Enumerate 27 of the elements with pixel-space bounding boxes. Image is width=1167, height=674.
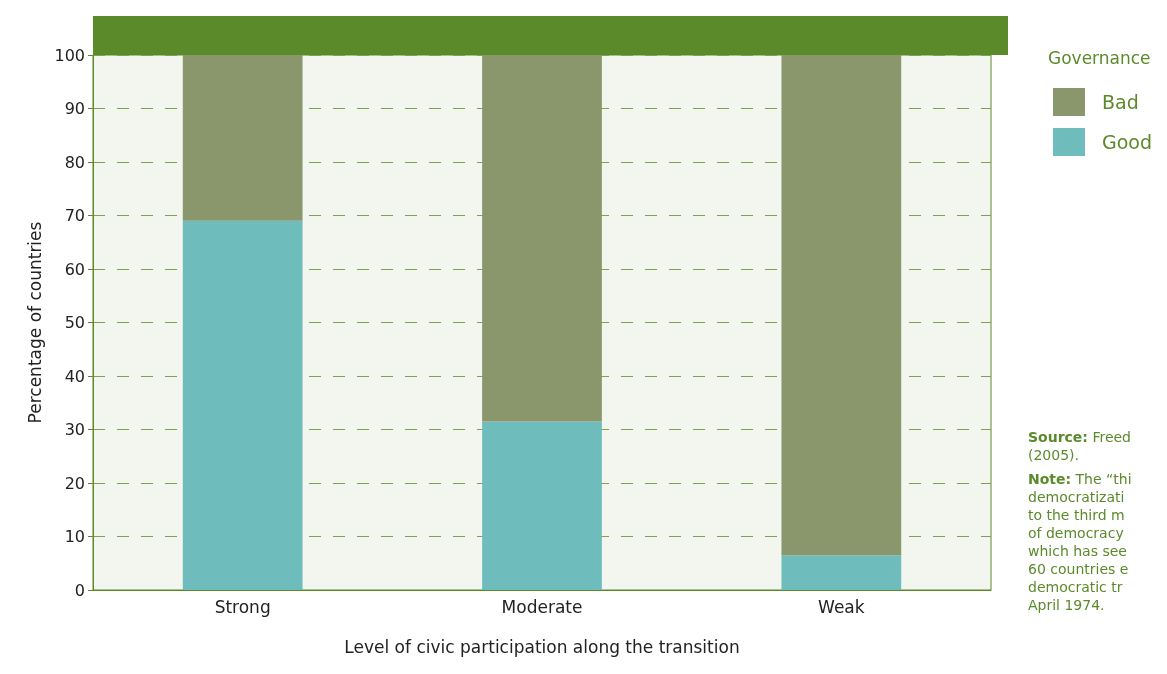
x-axis-title: Level of civic participation along the transition	[344, 636, 740, 657]
y-tick-label: 10	[64, 527, 85, 546]
y-tick-label: 0	[74, 580, 85, 600]
y-tick-label: 90	[64, 99, 85, 118]
legend-label: Good	[1102, 131, 1153, 153]
y-tick-label: 80	[64, 152, 85, 172]
y-tick-label: 60	[64, 259, 85, 279]
y-tick-label: 20	[64, 473, 85, 493]
x-tick-label: Weak	[818, 596, 865, 617]
legend-title: Governance	[1048, 47, 1151, 68]
bar	[482, 55, 602, 422]
y-tick-label: 70	[64, 206, 85, 225]
bar	[781, 555, 902, 590]
bar	[182, 55, 303, 221]
text: Note: The “thi democratizati to the third m of democracy which has see 60 countries e democratic tr April 1974.	[1028, 471, 1132, 613]
bar	[781, 55, 902, 556]
source-note: Source: Freed (2005).	[1028, 429, 1132, 463]
bar	[182, 220, 303, 590]
y-tick-label: 30	[64, 420, 85, 439]
y-tick-label: 50	[64, 313, 85, 332]
y-tick-label: 100	[54, 45, 85, 65]
x-tick-label: Moderate	[501, 596, 583, 617]
y-tick-label: 40	[64, 366, 85, 386]
x-tick-label: Strong	[214, 596, 271, 617]
bar	[482, 421, 602, 590]
legend-label: Bad	[1102, 91, 1139, 113]
y-axis-title: Percentage of countries	[24, 221, 45, 424]
